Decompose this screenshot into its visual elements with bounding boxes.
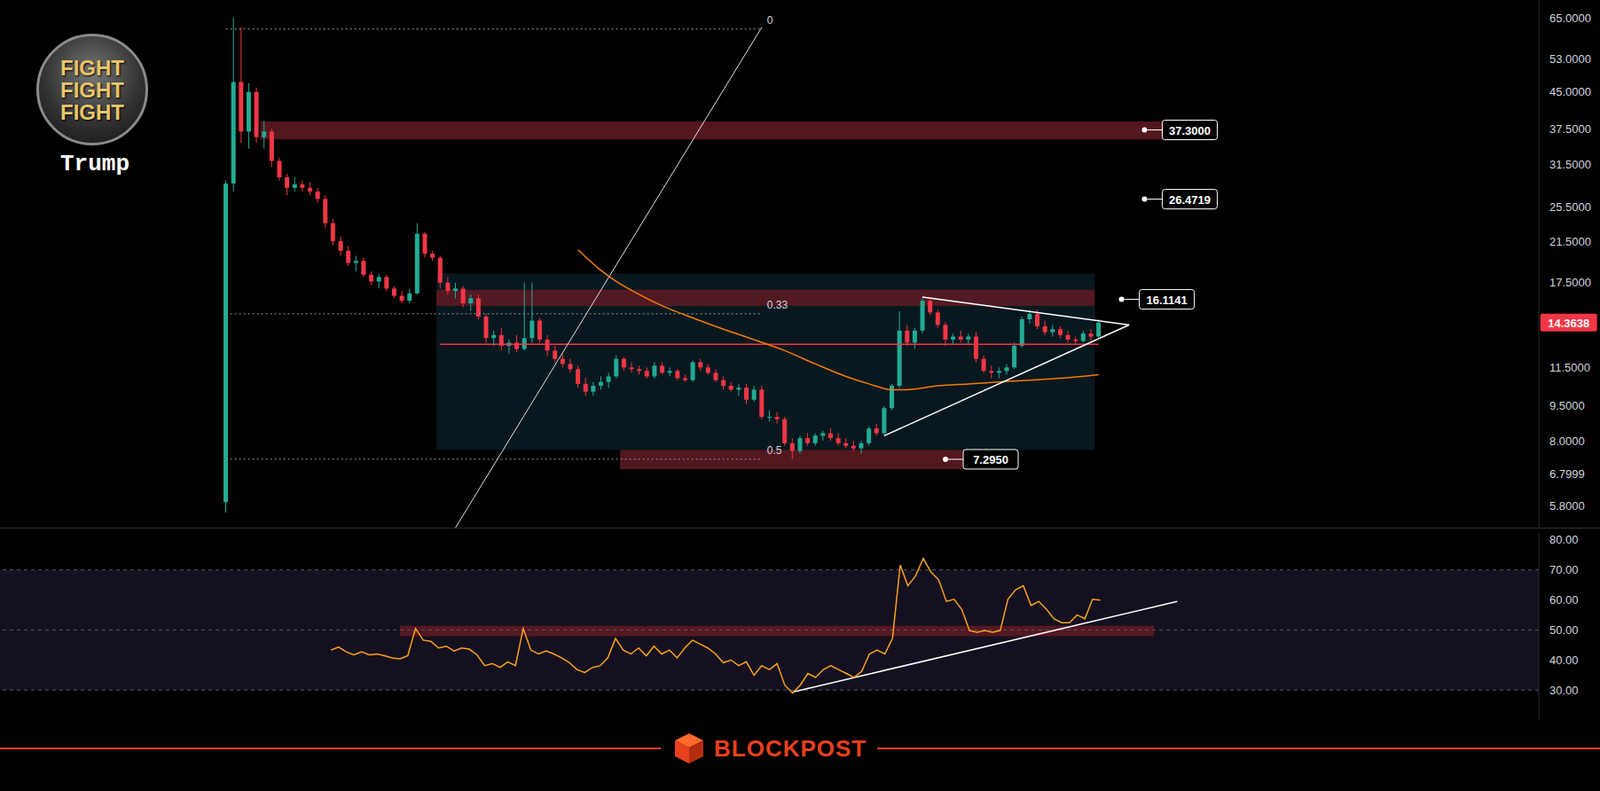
- html-text:FIGHT: FIGHT: [60, 99, 125, 124]
- svg-text:9.5000: 9.5000: [1549, 399, 1585, 413]
- svg-text:60.00: 60.00: [1549, 593, 1579, 607]
- svg-text:65.0000: 65.0000: [1549, 11, 1592, 25]
- svg-text:25.5000: 25.5000: [1549, 200, 1592, 214]
- svg-text:37.5000: 37.5000: [1549, 122, 1592, 136]
- svg-text:31.5000: 31.5000: [1549, 157, 1592, 172]
- html-text:FIGHT: FIGHT: [60, 55, 125, 80]
- svg-text:17.5000: 17.5000: [1549, 275, 1592, 290]
- svg-text:40.00: 40.00: [1549, 653, 1579, 667]
- svg-text:26.4719: 26.4719: [1168, 193, 1211, 207]
- svg-text:6.7999: 6.7999: [1549, 467, 1585, 481]
- html-text:Trump: Trump: [60, 150, 130, 178]
- svg-text:0.33: 0.33: [767, 298, 789, 312]
- svg-text:14.3638: 14.3638: [1547, 316, 1590, 330]
- svg-text:30.00: 30.00: [1549, 683, 1579, 698]
- svg-text:21.5000: 21.5000: [1549, 235, 1592, 249]
- svg-text:0.5: 0.5: [767, 444, 783, 457]
- svg-text:7.2950: 7.2950: [972, 453, 1009, 467]
- svg-text:45.0000: 45.0000: [1549, 85, 1592, 99]
- svg-text:53.0000: 53.0000: [1549, 52, 1592, 66]
- svg-text:0: 0: [767, 14, 774, 27]
- svg-text:8.0000: 8.0000: [1549, 434, 1585, 448]
- svg-text:16.1141: 16.1141: [1145, 293, 1187, 307]
- svg-text:80.00: 80.00: [1549, 533, 1579, 547]
- svg-text:37.3000: 37.3000: [1168, 124, 1211, 138]
- svg-text:5.8000: 5.8000: [1549, 499, 1585, 513]
- html-text:FIGHT: FIGHT: [60, 77, 125, 102]
- html-text:BLOCKPOST: BLOCKPOST: [713, 734, 867, 762]
- svg-text:50.00: 50.00: [1549, 623, 1579, 637]
- svg-text:11.5000: 11.5000: [1549, 360, 1591, 375]
- svg-text:70.00: 70.00: [1549, 563, 1579, 577]
